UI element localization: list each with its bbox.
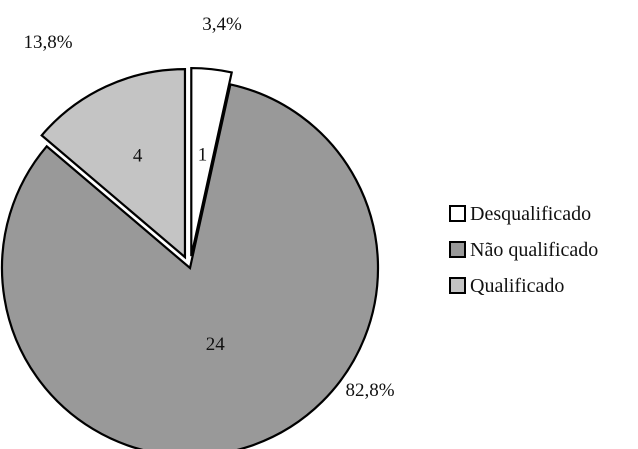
slice-percent-label: 82,8% <box>345 380 394 401</box>
slice-percent-label: 13,8% <box>23 32 72 53</box>
legend-swatch-desqualificado <box>449 205 466 222</box>
pie-slices <box>0 66 380 449</box>
legend-label-desqualificado: Desqualificado <box>470 203 591 225</box>
legend: Desqualificado Não qualificado Qualificado <box>449 203 598 297</box>
legend-swatch-nao-qualificado <box>449 241 466 258</box>
slice-value-label: 4 <box>133 146 143 167</box>
slice-value-label: 1 <box>198 144 208 165</box>
legend-swatch-qualificado <box>449 277 466 294</box>
pie-labels: 1 3,4% 24 82,8% 4 13,8% <box>23 14 394 401</box>
pie-slice-desqualificado <box>190 66 234 257</box>
slice-percent-label: 3,4% <box>202 14 242 35</box>
legend-label-nao-qualificado: Não qualificado <box>470 239 598 261</box>
pie-slice-nao-qualificado <box>0 83 380 449</box>
slice-value-label: 24 <box>206 334 226 355</box>
legend-label-qualificado: Qualificado <box>470 275 564 297</box>
pie-slice-qualificado <box>40 68 187 260</box>
